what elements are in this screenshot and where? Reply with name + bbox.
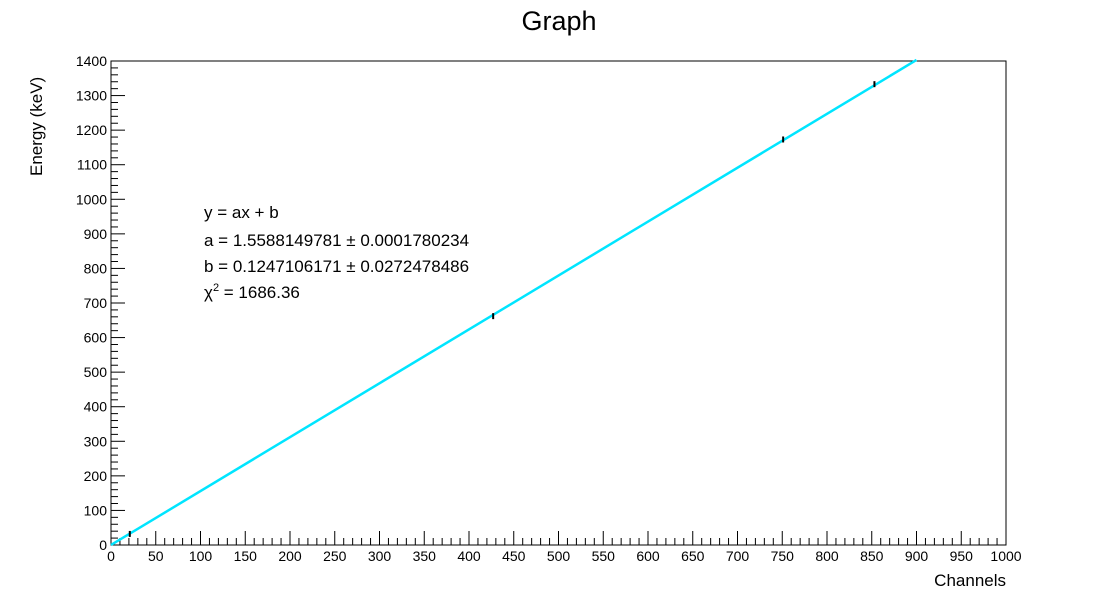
x-axis-title: Channels bbox=[934, 571, 1006, 590]
y-tick-label: 700 bbox=[84, 295, 108, 311]
x-tick-label: 200 bbox=[278, 548, 302, 564]
y-tick-label: 900 bbox=[84, 226, 108, 242]
fit-line bbox=[110, 58, 918, 547]
y-axis-ticks bbox=[111, 60, 125, 546]
x-tick-label: 850 bbox=[860, 548, 884, 564]
fit-equation: y = ax + b bbox=[204, 203, 279, 222]
x-tick-label: 600 bbox=[636, 548, 660, 564]
y-tick-label: 1400 bbox=[76, 53, 107, 69]
x-tick-label: 900 bbox=[905, 548, 929, 564]
x-tick-label: 700 bbox=[726, 548, 750, 564]
x-tick-label: 1000 bbox=[990, 548, 1021, 564]
y-tick-label: 400 bbox=[84, 399, 108, 415]
x-tick-label: 800 bbox=[815, 548, 839, 564]
fit-chi2: χ2 = 1686.36 bbox=[204, 282, 300, 302]
y-tick-label: 500 bbox=[84, 364, 108, 380]
y-tick-label: 1200 bbox=[76, 122, 107, 138]
x-tick-label: 450 bbox=[502, 548, 526, 564]
x-tick-label: 650 bbox=[681, 548, 705, 564]
chart-title: Graph bbox=[521, 6, 596, 36]
x-tick-label: 950 bbox=[950, 548, 974, 564]
x-tick-label: 0 bbox=[107, 548, 115, 564]
plot-frame bbox=[110, 60, 1007, 546]
fit-annotation: y = ax + b a = 1.5588149781 ± 0.00017802… bbox=[204, 203, 469, 302]
y-tick-label: 1000 bbox=[76, 191, 107, 207]
chi-value: = 1686.36 bbox=[219, 283, 300, 302]
chi-symbol: χ bbox=[204, 283, 213, 302]
y-tick-label: 300 bbox=[84, 433, 108, 449]
y-tick-label: 100 bbox=[84, 502, 108, 518]
x-tick-label: 500 bbox=[547, 548, 571, 564]
y-tick-label: 200 bbox=[84, 468, 108, 484]
x-tick-label: 300 bbox=[368, 548, 392, 564]
chi-superscript: 2 bbox=[213, 282, 219, 294]
x-axis-tick-labels: 0 50 100 150 200 250 300 350 400 450 500 550 600 650 7… bbox=[107, 548, 1022, 564]
x-axis-ticks bbox=[110, 531, 1007, 545]
x-tick-label: 100 bbox=[189, 548, 213, 564]
x-tick-label: 250 bbox=[323, 548, 347, 564]
y-axis-title: Energy (keV) bbox=[27, 77, 46, 176]
x-tick-label: 400 bbox=[457, 548, 481, 564]
fit-param-a: a = 1.5588149781 ± 0.0001780234 bbox=[204, 231, 469, 250]
x-tick-label: 550 bbox=[592, 548, 616, 564]
fit-param-b: b = 0.1247106171 ± 0.0272478486 bbox=[204, 257, 469, 276]
y-axis-tick-labels: 0 100 200 300 400 500 600 700 800 900 1000 1100 1200… bbox=[76, 53, 107, 553]
y-tick-label: 1300 bbox=[76, 88, 107, 104]
data-points bbox=[128, 81, 876, 537]
y-tick-label: 800 bbox=[84, 260, 108, 276]
y-tick-label: 1100 bbox=[77, 157, 107, 173]
y-tick-label: 600 bbox=[84, 330, 108, 346]
x-tick-label: 50 bbox=[148, 548, 164, 564]
x-tick-label: 750 bbox=[771, 548, 795, 564]
x-tick-label: 350 bbox=[413, 548, 437, 564]
x-tick-label: 150 bbox=[234, 548, 258, 564]
y-tick-label: 0 bbox=[99, 537, 107, 553]
